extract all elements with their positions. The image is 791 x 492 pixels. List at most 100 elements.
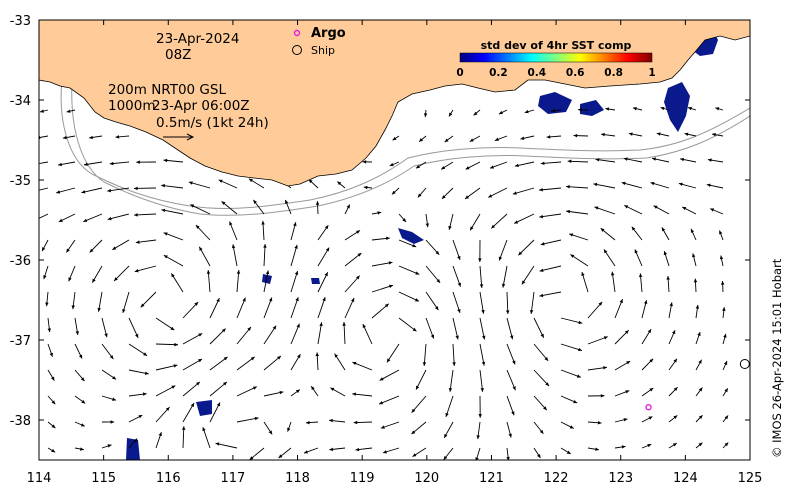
current-vector-head	[445, 412, 449, 417]
current-vector-head	[660, 106, 665, 111]
current-vector-head	[355, 447, 360, 452]
current-vector-head	[444, 433, 448, 438]
current-vector	[513, 213, 535, 224]
current-vector-head	[720, 281, 725, 285]
current-vector	[134, 265, 157, 273]
current-vector	[343, 322, 346, 345]
current-vector-head	[388, 284, 393, 289]
current-vector-head	[236, 270, 241, 274]
current-vector-head	[265, 270, 270, 275]
credit-text: © IMOS 26-Apr-2024 15:01 Hobart	[770, 258, 784, 458]
current-vector-head	[710, 208, 715, 212]
current-vector-head	[337, 181, 342, 186]
current-vector	[163, 254, 184, 267]
current-vector-head	[698, 359, 702, 364]
current-vector-head	[448, 112, 453, 117]
bathymetry-contour-1000m	[71, 81, 750, 216]
current-vector-head	[684, 132, 689, 136]
current-vector-head	[623, 157, 628, 161]
current-vector	[362, 323, 373, 345]
current-vector-head	[666, 275, 670, 280]
current-vector-head	[80, 423, 85, 427]
current-vector-head	[481, 309, 485, 314]
current-vector-head	[391, 190, 396, 195]
colorbar-tick-label: 0.8	[604, 67, 623, 79]
current-vector-head	[115, 135, 120, 139]
current-vector-head	[81, 190, 86, 194]
current-vector-head	[268, 297, 273, 302]
current-vector-head	[480, 388, 484, 392]
current-vector-head	[569, 233, 574, 237]
current-vector-head	[247, 326, 251, 331]
colorbar-tick-label: 0.4	[527, 67, 546, 79]
current-vector-head	[647, 443, 652, 448]
current-vector-head	[600, 228, 605, 232]
current-vector-head	[505, 310, 510, 314]
current-vector-head	[452, 362, 456, 366]
current-vector-head	[112, 375, 117, 380]
current-vector-head	[308, 179, 313, 184]
current-vector	[512, 187, 535, 195]
current-vector-head	[673, 415, 678, 420]
current-vector-head	[443, 455, 448, 460]
current-vector-head	[597, 421, 602, 425]
current-vector-head	[330, 387, 335, 392]
current-vector-head	[34, 218, 38, 221]
plot-frame	[38, 19, 751, 461]
current-vector-head	[595, 447, 599, 451]
current-vector	[39, 213, 49, 219]
current-vector	[539, 187, 562, 191]
current-vector	[263, 297, 273, 319]
current-vector-head	[272, 325, 277, 330]
lat-tick-label: -34	[10, 94, 31, 109]
current-vector-head	[295, 389, 300, 394]
current-vector-head	[539, 293, 544, 298]
current-vector-head	[605, 107, 610, 111]
current-vector-head	[598, 301, 603, 306]
current-vector-head	[539, 188, 543, 192]
current-vector-head	[692, 253, 696, 258]
current-vector	[209, 356, 228, 371]
current-vector-head	[529, 310, 534, 314]
lat-tick-label: -33	[10, 14, 31, 29]
current-vector	[317, 272, 329, 293]
current-vector-head	[31, 190, 35, 193]
current-vector-head	[435, 250, 440, 255]
ship-marker	[739, 359, 750, 369]
current-vector-head	[419, 138, 424, 142]
current-vector	[533, 317, 545, 338]
current-vector	[344, 275, 361, 293]
current-vector	[506, 369, 516, 391]
current-vector-head	[509, 335, 514, 340]
current-vector-head	[363, 185, 368, 190]
current-vector-head	[392, 136, 397, 141]
current-vector	[236, 386, 258, 397]
colorbar-ticks: 0 0.2 0.4 0.6 0.8 1	[456, 67, 655, 79]
current-vector-head	[643, 300, 648, 305]
current-vector	[161, 184, 184, 189]
current-vector-head	[593, 182, 598, 187]
current-vector-head	[695, 304, 700, 309]
current-vector-head	[97, 307, 101, 312]
current-vector-head	[648, 416, 653, 420]
current-vector	[134, 213, 157, 216]
current-vector	[479, 317, 485, 340]
current-vector-head	[412, 243, 417, 248]
current-vector	[425, 265, 441, 284]
current-vector-head	[601, 132, 605, 137]
current-vector-head	[83, 218, 88, 222]
map-date: 23-Apr-2024	[156, 31, 239, 47]
current-vector	[122, 291, 130, 314]
current-vector-head	[221, 328, 226, 333]
current-vector-head	[628, 132, 633, 136]
current-vector	[452, 291, 461, 314]
current-vector	[379, 369, 400, 381]
current-vector-head	[543, 406, 547, 411]
current-vector-head	[342, 322, 346, 326]
current-vector	[182, 358, 203, 371]
sst-patch-coast-1	[538, 92, 572, 114]
current-vector-head	[144, 371, 149, 375]
current-vector-head	[163, 158, 168, 163]
current-vector-head	[476, 435, 480, 440]
current-vector	[190, 204, 211, 215]
